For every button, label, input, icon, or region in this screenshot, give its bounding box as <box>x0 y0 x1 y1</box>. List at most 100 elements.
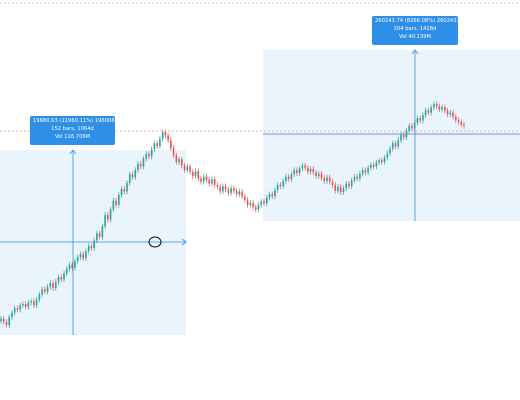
candle-body <box>441 107 443 110</box>
candle-body <box>139 163 142 167</box>
candle-body <box>27 302 30 307</box>
candle-body <box>370 164 372 168</box>
measure-vol-label: Vol <box>54 134 63 140</box>
candle-body <box>233 188 235 191</box>
measure-days-label: 1428d <box>419 26 437 32</box>
candle-body <box>463 124 465 126</box>
candle-body <box>249 202 252 205</box>
candle-body <box>63 273 65 280</box>
candle-body <box>211 179 213 184</box>
candle-body <box>54 281 57 289</box>
candle-body <box>315 172 317 177</box>
candle-body <box>235 190 238 195</box>
candle-body <box>24 303 27 307</box>
candle-body <box>159 138 161 147</box>
candle-body <box>271 194 274 197</box>
candle-body <box>85 251 87 259</box>
candle-body <box>123 188 126 192</box>
measure-bars-label: 152 bars, <box>51 126 76 132</box>
candle-body <box>0 318 2 322</box>
measure-arrow-up-icon <box>411 49 419 55</box>
measure-tooltip-right: 260243.74 (8266.08%) 26024374 204 bars, … <box>372 16 463 45</box>
candle-body <box>252 202 254 208</box>
candle-body <box>128 174 131 183</box>
measure-tooltip-left-row3: Vol 116.706M <box>33 133 112 141</box>
candle-body <box>191 171 194 177</box>
candle-body <box>112 200 115 210</box>
candle-body <box>400 134 402 141</box>
candle-body <box>320 173 323 178</box>
candle-body <box>227 189 230 193</box>
measure-price-label: 260243.74 <box>375 18 404 24</box>
candle-body <box>172 148 175 156</box>
candle-body <box>361 170 364 174</box>
candle-body <box>411 125 413 129</box>
candle-body <box>197 171 200 179</box>
candle-body <box>19 305 21 310</box>
measure-tooltip-left: 19680.63 (11960.11%) 1960063 152 bars, 1… <box>30 116 118 145</box>
candle-body <box>309 168 312 172</box>
candle-body <box>383 157 386 163</box>
candle-body <box>82 254 85 259</box>
candle-body <box>241 191 243 197</box>
candle-body <box>342 188 345 193</box>
measure-region-left <box>0 150 186 335</box>
candle-body <box>359 173 361 179</box>
candle-body <box>339 186 342 193</box>
candle-body <box>356 176 358 179</box>
candle-body <box>334 184 337 191</box>
candle-body <box>246 199 249 205</box>
candle-body <box>427 110 430 113</box>
candle-body <box>260 201 263 205</box>
candle-body <box>276 184 279 191</box>
candle-body <box>35 299 38 306</box>
candle-body <box>219 186 221 192</box>
candle-body <box>90 246 93 249</box>
measure-vol-value: 40.139M <box>408 34 432 40</box>
candle-body <box>285 176 287 182</box>
candle-body <box>76 257 79 262</box>
candle-body <box>101 226 104 237</box>
candle-body <box>279 184 282 187</box>
candle-body <box>386 153 389 158</box>
candle-body <box>268 194 271 198</box>
candle-body <box>317 173 320 177</box>
circle-annotation-icon <box>148 236 162 248</box>
candle-body <box>44 289 46 292</box>
candle-body <box>164 132 167 136</box>
candle-body <box>282 181 285 187</box>
candle-body <box>126 182 128 192</box>
candle-body <box>301 165 304 169</box>
candle-body <box>430 107 432 113</box>
candle-body <box>202 176 205 182</box>
candle-body <box>337 186 339 191</box>
candle-body <box>57 277 60 282</box>
candle-body <box>180 159 183 166</box>
candle-body <box>60 277 63 280</box>
candle-body <box>323 177 326 182</box>
candle-body <box>353 176 356 181</box>
candle-body <box>460 121 463 125</box>
candle-body <box>183 165 186 171</box>
candle-body <box>131 174 134 178</box>
measure-arrow-up-icon <box>69 149 77 155</box>
candle-body <box>222 186 224 192</box>
candle-body <box>348 183 350 187</box>
candle-body <box>296 170 298 174</box>
candle-body <box>156 143 158 147</box>
candle-body <box>408 125 411 131</box>
candle-body <box>263 201 265 204</box>
candle-body <box>224 186 227 190</box>
candle-body <box>109 209 112 220</box>
candle-body <box>46 286 49 292</box>
candle-body <box>364 170 367 173</box>
candle-body <box>79 254 82 258</box>
candle-body <box>153 143 156 150</box>
candle-body <box>433 104 435 108</box>
measure-value-label: 1960063 <box>94 118 118 124</box>
measure-region-right <box>263 50 520 221</box>
candle-body <box>391 143 394 149</box>
candle-body <box>96 233 98 241</box>
candle-body <box>446 110 449 115</box>
